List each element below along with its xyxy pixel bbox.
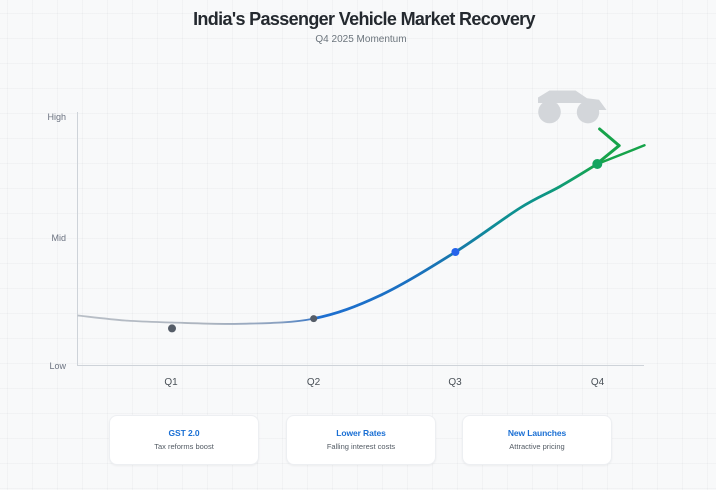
svg-text:Low: Low (49, 361, 66, 371)
svg-text:Q4: Q4 (591, 377, 605, 388)
svg-text:Q1: Q1 (164, 377, 178, 388)
svg-text:Mid: Mid (51, 233, 66, 243)
svg-text:Q3: Q3 (448, 377, 462, 388)
svg-text:Q2: Q2 (307, 377, 321, 388)
svg-text:High: High (47, 112, 66, 122)
